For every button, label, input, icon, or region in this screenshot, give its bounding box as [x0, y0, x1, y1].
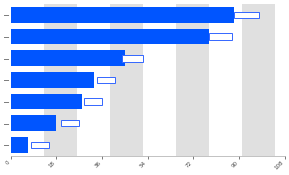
Bar	[11, 29, 209, 44]
FancyBboxPatch shape	[61, 120, 79, 127]
Bar	[11, 51, 125, 66]
FancyBboxPatch shape	[122, 55, 142, 62]
FancyBboxPatch shape	[209, 33, 231, 40]
Bar	[11, 7, 234, 23]
Bar	[110, 4, 142, 156]
Bar	[44, 4, 77, 156]
Bar	[11, 72, 95, 88]
Bar	[176, 4, 209, 156]
FancyBboxPatch shape	[31, 142, 49, 148]
Bar	[242, 4, 275, 156]
Bar	[11, 116, 56, 131]
FancyBboxPatch shape	[97, 77, 115, 83]
FancyBboxPatch shape	[84, 98, 102, 105]
Bar	[11, 94, 82, 109]
Bar	[11, 137, 28, 153]
FancyBboxPatch shape	[234, 12, 260, 18]
